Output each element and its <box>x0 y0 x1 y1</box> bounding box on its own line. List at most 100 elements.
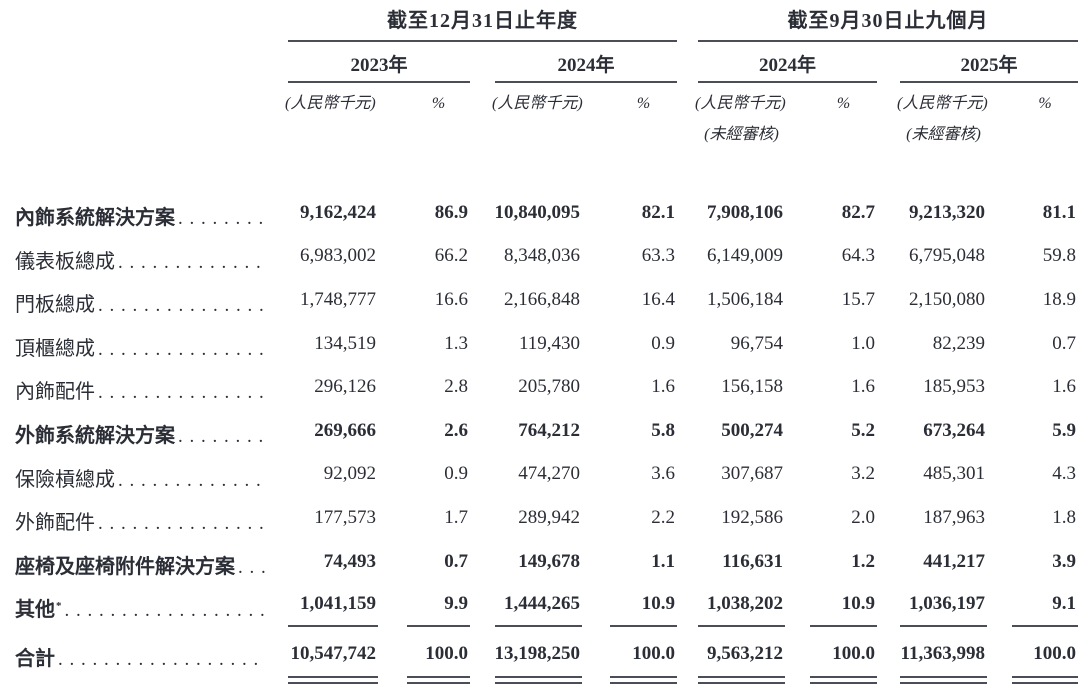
unit-label-rmb-thousand: (人民幣千元) <box>695 95 786 112</box>
unit-label-rmb-thousand: (人民幣千元) <box>492 95 583 112</box>
unit-label-rmb-thousand: (人民幣千元) <box>285 95 376 112</box>
cell-amount: 269,666 <box>314 419 376 441</box>
cell-percent: 10.9 <box>810 583 877 627</box>
row-label: 內飾系統解決方案 <box>15 191 265 235</box>
cell-percent: 1.6 <box>851 376 875 398</box>
percent-header: % <box>836 95 851 112</box>
row-label: 儀表板總成 <box>15 235 265 279</box>
cell-amount: 177,573 <box>314 506 376 528</box>
table-row: 合計 10,547,742 100.0 13,198,250 100.0 9,563,21… <box>15 632 1080 684</box>
cell-percent: 0.7 <box>1052 332 1076 354</box>
cell-amount: 96,754 <box>730 332 783 354</box>
cell-amount: 7,908,106 <box>707 201 783 223</box>
cell-amount: 6,983,002 <box>300 245 376 267</box>
cell-percent: 1.8 <box>1052 506 1076 528</box>
row-label-text: 內飾配件 <box>15 381 95 404</box>
dot-leader <box>118 469 265 492</box>
unit-label-rmb-thousand: (人民幣千元) <box>897 95 988 112</box>
row-label-text: 合計 <box>15 647 55 670</box>
cell-amount: 13,198,250 <box>495 632 582 684</box>
table-unit-header-row: (人民幣千元) % (人民幣千元) % (人民幣千元) % (人民幣千元) % <box>15 95 1080 113</box>
cell-amount: 134,519 <box>314 332 376 354</box>
cell-percent: 0.7 <box>444 550 468 572</box>
year-header-9m-2024: 2024年 <box>698 54 877 83</box>
table-row: 外飾系統解決方案 269,666 2.6 764,212 5.8 500,274 5.2 67… <box>15 409 1080 453</box>
cell-amount: 500,274 <box>721 419 783 441</box>
cell-percent: 18.9 <box>1042 288 1076 310</box>
row-label: 保險槓總成 <box>15 453 265 497</box>
cell-percent: 2.0 <box>851 506 875 528</box>
percent-header: % <box>1038 95 1052 112</box>
unaudited-note: (未經審核) <box>906 126 981 143</box>
table-row: 門板總成 1,748,777 16.6 2,166,848 16.4 1,506,184 1… <box>15 278 1080 322</box>
cell-percent: 9.9 <box>407 583 470 627</box>
table-row: 保險槓總成 92,092 0.9 474,270 3.6 307,687 3.2 485,30… <box>15 453 1080 497</box>
row-label: 其他 * <box>15 583 265 627</box>
cell-percent: 9.1 <box>1012 583 1078 627</box>
cell-amount: 8,348,036 <box>504 245 580 267</box>
table-year-header-row: 2023年 2024年 2024年 2025年 <box>15 54 1080 83</box>
unaudited-note: (未經審核) <box>704 126 779 143</box>
cell-amount: 11,363,998 <box>900 632 987 684</box>
cell-amount: 10,547,742 <box>288 632 378 684</box>
row-label: 外飾系統解決方案 <box>15 409 265 453</box>
row-label-text: 座椅及座椅附件解決方案 <box>15 555 235 578</box>
cell-percent: 82.7 <box>841 201 875 223</box>
cell-amount: 156,158 <box>721 376 783 398</box>
dot-leader <box>98 338 265 361</box>
cell-amount: 474,270 <box>518 463 580 485</box>
table-row: 座椅及座椅附件解決方案 74,493 0.7 149,678 1.1 116,631 1.2… <box>15 540 1080 584</box>
cell-percent: 16.4 <box>641 288 675 310</box>
cell-percent: 100.0 <box>610 632 677 684</box>
row-label-text: 保險槓總成 <box>15 468 115 491</box>
row-label: 頂櫃總成 <box>15 322 265 366</box>
table-row: 內飾系統解決方案 9,162,424 86.9 10,840,095 82.1 7,908… <box>15 191 1080 235</box>
row-label: 內飾配件 <box>15 365 265 409</box>
dot-leader <box>58 648 265 671</box>
cell-amount: 10,840,095 <box>494 201 581 223</box>
cell-percent: 1.0 <box>851 332 875 354</box>
year-header-2023: 2023年 <box>288 54 470 83</box>
cell-amount: 441,217 <box>923 550 985 572</box>
cell-amount: 673,264 <box>923 419 985 441</box>
dot-leader <box>98 381 265 404</box>
cell-amount: 764,212 <box>518 419 580 441</box>
cell-amount: 149,678 <box>518 550 580 572</box>
cell-amount: 307,687 <box>721 463 783 485</box>
table-row: 儀表板總成 6,983,002 66.2 8,348,036 63.3 6,149,009… <box>15 235 1080 279</box>
cell-amount: 185,953 <box>923 376 985 398</box>
table-unaudited-note-row: (未經審核) (未經審核) <box>15 126 1080 144</box>
cell-percent: 59.8 <box>1042 245 1076 267</box>
cell-amount: 92,092 <box>323 463 376 485</box>
dot-leader <box>178 425 265 448</box>
dot-leader <box>98 512 265 535</box>
year-header-2024: 2024年 <box>495 54 677 83</box>
table-body: 內飾系統解決方案 9,162,424 86.9 10,840,095 82.1 7,908… <box>15 191 1080 684</box>
cell-percent: 5.8 <box>651 419 675 441</box>
cell-percent: 2.6 <box>444 419 468 441</box>
cell-percent: 81.1 <box>1042 201 1076 223</box>
cell-amount: 2,150,080 <box>909 288 985 310</box>
row-label-text: 其他 <box>15 599 55 622</box>
row-label: 座椅及座椅附件解決方案 <box>15 540 265 584</box>
cell-percent: 82.1 <box>641 201 675 223</box>
cell-percent: 3.6 <box>651 463 675 485</box>
cell-percent: 15.7 <box>841 288 875 310</box>
cell-amount: 1,036,197 <box>900 583 987 627</box>
cell-percent: 0.9 <box>651 332 675 354</box>
cell-percent: 1.3 <box>444 332 468 354</box>
table-row: 內飾配件 296,126 2.8 205,780 1.6 156,158 1.6 185,95… <box>15 365 1080 409</box>
cell-amount: 9,162,424 <box>300 201 376 223</box>
row-label-text: 門板總成 <box>15 294 95 317</box>
dot-leader <box>178 207 265 230</box>
cell-amount: 9,563,212 <box>698 632 785 684</box>
cell-percent: 10.9 <box>610 583 677 627</box>
row-label-text: 外飾系統解決方案 <box>15 424 175 447</box>
dot-leader <box>65 599 266 622</box>
cell-amount: 74,493 <box>323 550 376 572</box>
cell-percent: 1.6 <box>651 376 675 398</box>
cell-percent: 64.3 <box>841 245 875 267</box>
cell-percent: 0.9 <box>444 463 468 485</box>
cell-percent: 1.1 <box>651 550 675 572</box>
